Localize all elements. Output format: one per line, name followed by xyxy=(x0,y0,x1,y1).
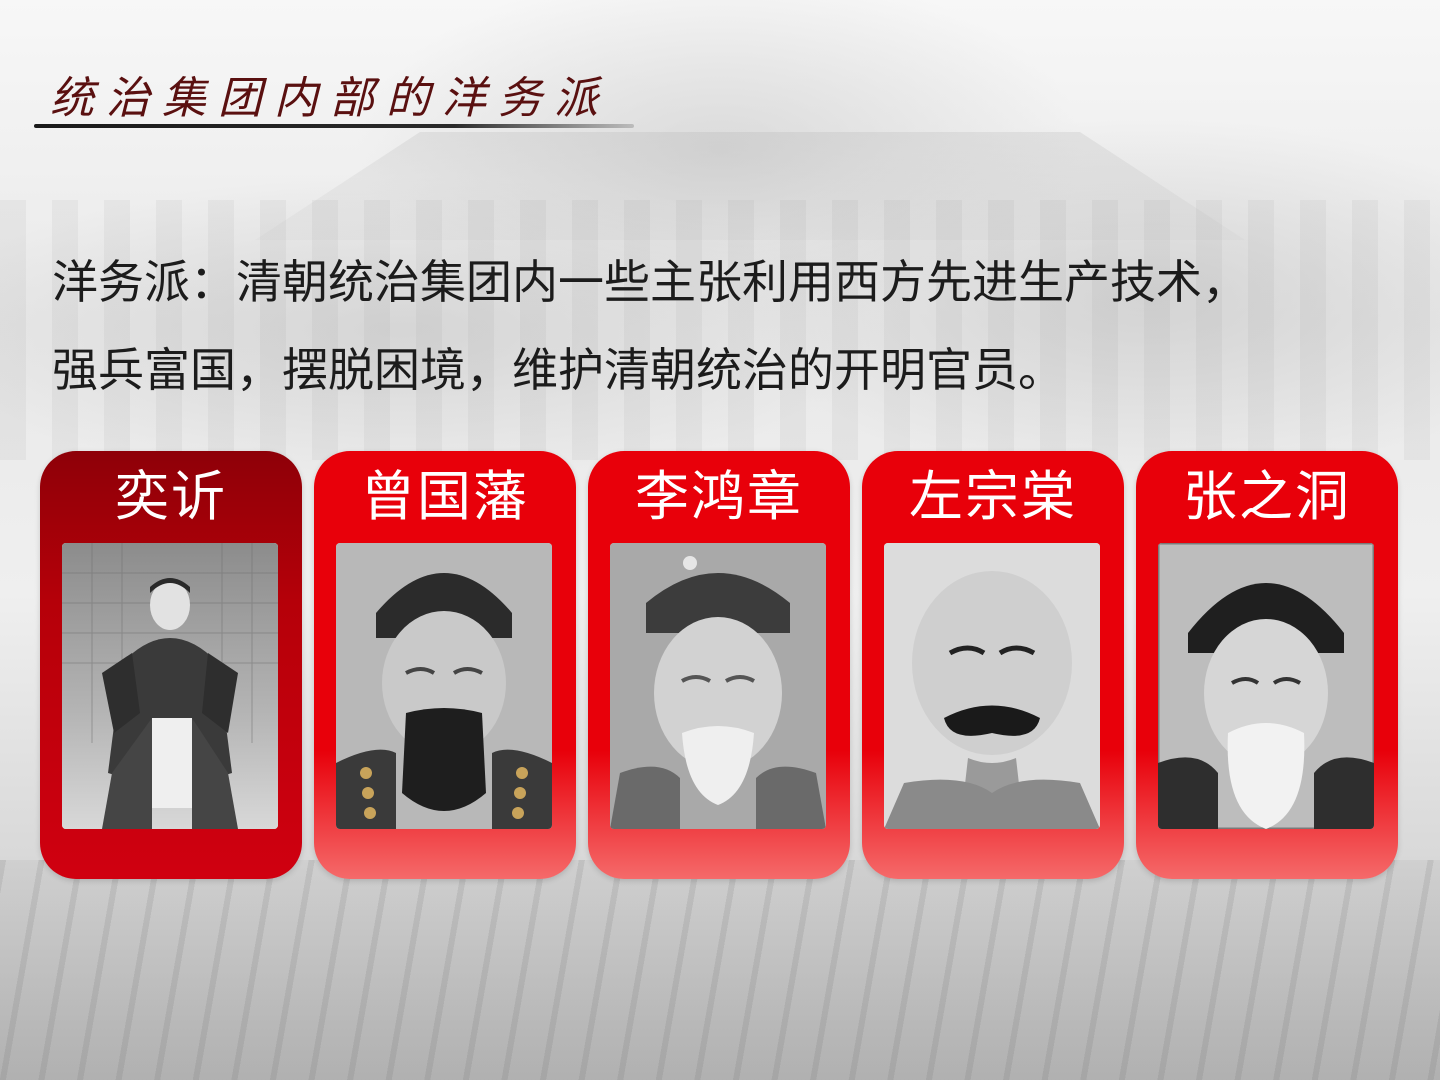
definition-line-2: 强兵富国，摆脱困境，维护清朝统治的开明官员。 xyxy=(52,343,1064,397)
portrait-white-bearded-official-image xyxy=(1158,543,1374,829)
title-underline xyxy=(34,124,634,128)
portrait-bearded-official-image xyxy=(336,543,552,829)
card-zhang-zhidong[interactable]: 张之洞 xyxy=(1136,451,1398,879)
card-name: 奕䜣 xyxy=(115,465,227,528)
card-name: 曾国藩 xyxy=(361,465,529,528)
portrait-photo xyxy=(1158,543,1374,829)
portrait-photo xyxy=(336,543,552,829)
card-name: 李鸿章 xyxy=(635,465,803,528)
portrait-mustached-official-image xyxy=(884,543,1100,829)
portrait-photo xyxy=(62,543,278,829)
card-zeng-guofan[interactable]: 曾国藩 xyxy=(314,451,576,879)
portrait-cards: 奕䜣 xyxy=(40,451,1400,881)
portrait-official-with-cap-image xyxy=(610,543,826,829)
portrait-seated-figure-image xyxy=(62,543,278,829)
definition-line-1: 洋务派：清朝统治集团内一些主张利用西方先进生产技术， xyxy=(52,255,1248,309)
portrait-photo xyxy=(884,543,1100,829)
definition-text: 洋务派：清朝统治集团内一些主张利用西方先进生产技术， 强兵富国，摆脱困境，维护清… xyxy=(52,238,1412,414)
card-yixin[interactable]: 奕䜣 xyxy=(40,451,302,879)
background-building xyxy=(255,132,1245,240)
portrait-photo xyxy=(610,543,826,829)
card-li-hongzhang[interactable]: 李鸿章 xyxy=(588,451,850,879)
card-name: 张之洞 xyxy=(1183,465,1351,528)
background-railway xyxy=(0,860,1440,1080)
page-title: 统治集团内部的洋务派 xyxy=(50,73,610,124)
card-zuo-zongtang[interactable]: 左宗棠 xyxy=(862,451,1124,879)
title-block: 统治集团内部的洋务派 xyxy=(34,58,644,136)
card-name: 左宗棠 xyxy=(909,465,1077,528)
background-crowd xyxy=(0,200,1440,460)
